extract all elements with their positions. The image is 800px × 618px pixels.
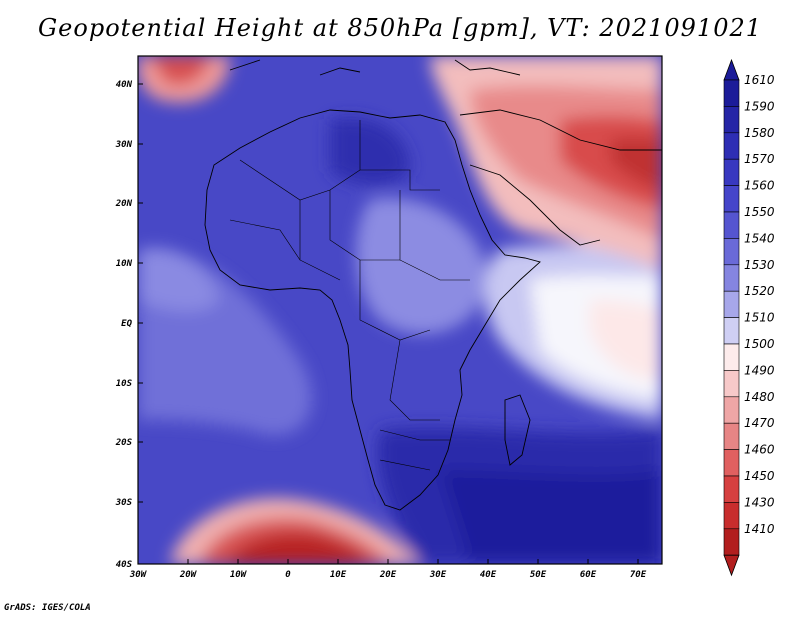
colorbar-cell [723, 185, 740, 213]
colorbar-cell [723, 211, 740, 239]
plot-frame [137, 55, 663, 565]
longitude-axis: 30W 20W 10W 0 10E 20E 30E 40E 50E 60E 70… [129, 559, 647, 580]
lat-tick-label: 30S [115, 498, 133, 508]
colorbar-cell [723, 422, 740, 450]
colorbar-cell [723, 396, 740, 424]
colorbar-cell [723, 317, 740, 345]
colorbar-bottom-arrow [723, 554, 740, 577]
lon-tick-label: 10E [330, 570, 347, 580]
colorbar-level-label: 1510 [744, 311, 775, 325]
colorbar-cell [723, 132, 740, 160]
colorbar-cell [723, 79, 740, 107]
lat-tick-label: 40N [116, 80, 133, 90]
lon-tick-label: 30W [129, 570, 148, 580]
colorbar-level-label: 1410 [744, 522, 775, 536]
lat-tick-label: 20S [115, 438, 133, 448]
colorbar: 1610 1590 1580 1570 1560 1550 1540 1530 1520 1510… [723, 58, 775, 577]
colorbar-cell [723, 264, 740, 292]
colorbar-level-label: 1460 [744, 443, 775, 457]
colorbar-level-label: 1450 [744, 469, 775, 483]
colorbar-cell [723, 106, 740, 134]
lon-tick-label: 10W [230, 570, 248, 580]
colorbar-cell [723, 449, 740, 477]
lon-tick-label: 40E [480, 570, 497, 580]
colorbar-cell [723, 475, 740, 503]
colorbar-level-label: 1520 [744, 284, 775, 298]
colorbar-cell [723, 528, 740, 556]
lon-tick-label: 60E [580, 570, 597, 580]
lon-tick-label: 20W [179, 570, 198, 580]
lon-tick-label: 20E [379, 570, 397, 580]
height-field [138, 56, 662, 564]
colorbar-level-label: 1590 [744, 99, 775, 113]
grads-credit: GrADS: IGES/COLA [4, 603, 91, 613]
lat-tick-label: 10N [116, 259, 133, 269]
lat-tick-label: 20N [115, 199, 133, 209]
country-borders [229, 120, 470, 471]
lat-tick-label: 40S [116, 560, 133, 570]
lon-tick-label: 0 [285, 570, 291, 580]
colorbar-top-arrow [723, 58, 740, 81]
colorbar-level-label: 1530 [744, 258, 775, 272]
colorbar-cell [723, 370, 740, 398]
colorbar-level-label: 1550 [744, 205, 775, 219]
colorbar-level-label: 1470 [744, 416, 775, 430]
lat-tick-label: EQ [121, 319, 132, 329]
colorbar-level-label: 1500 [744, 337, 775, 351]
lat-tick-label: 10S [116, 379, 133, 389]
lon-tick-label: 50E [530, 570, 547, 580]
colorbar-cell [723, 158, 740, 186]
colorbar-level-label: 1570 [744, 152, 775, 166]
colorbar-level-label: 1480 [744, 390, 775, 404]
colorbar-level-label: 1540 [744, 231, 775, 245]
colorbar-level-label: 1430 [744, 495, 775, 509]
lon-tick-label: 70E [630, 570, 647, 580]
colorbar-cell [723, 290, 740, 318]
colorbar-level-label: 1580 [744, 126, 775, 140]
map-title: Geopotential Height at 850hPa [gpm], VT:… [38, 14, 762, 42]
coastlines [204, 59, 662, 511]
lon-tick-label: 30E [429, 570, 447, 580]
colorbar-cell [723, 343, 740, 371]
latitude-axis: 40N 30N 20N 10N EQ 10S 20S 30S 40S [115, 80, 143, 570]
colorbar-level-label: 1490 [744, 363, 775, 377]
colorbar-cell [723, 238, 740, 266]
colorbar-cell [723, 502, 740, 530]
colorbar-level-label: 1610 [744, 73, 775, 87]
colorbar-level-label: 1560 [744, 179, 775, 193]
lat-tick-label: 30N [115, 140, 133, 150]
